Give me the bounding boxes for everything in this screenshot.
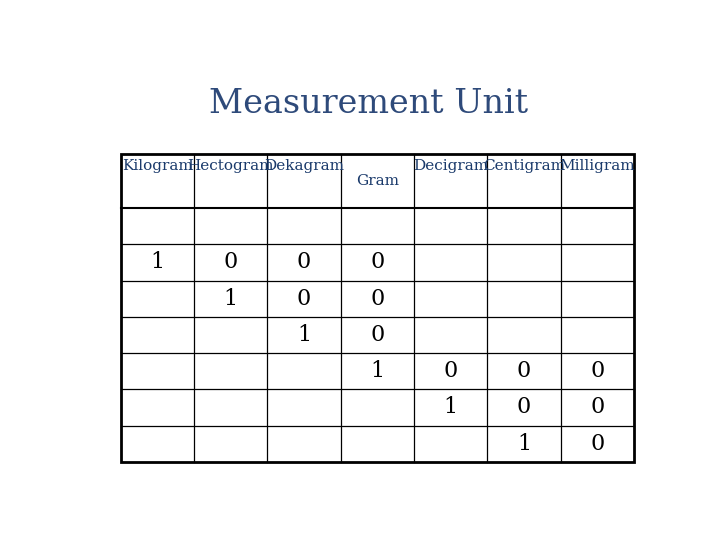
Text: 0: 0: [590, 433, 605, 455]
Text: 1: 1: [517, 433, 531, 455]
Text: Hectogram: Hectogram: [187, 159, 274, 173]
Text: 0: 0: [590, 360, 605, 382]
Text: 0: 0: [370, 252, 384, 273]
Text: Gram: Gram: [356, 174, 399, 188]
Text: Dekagram: Dekagram: [264, 159, 344, 173]
Text: Milligram: Milligram: [559, 159, 635, 173]
Text: 1: 1: [297, 324, 311, 346]
Text: 0: 0: [517, 396, 531, 419]
Text: Measurement Unit: Measurement Unit: [210, 87, 528, 120]
Bar: [121, 154, 634, 462]
Text: 1: 1: [444, 396, 458, 419]
Text: 0: 0: [297, 252, 311, 273]
Text: 0: 0: [517, 360, 531, 382]
Text: 1: 1: [150, 252, 164, 273]
Text: 0: 0: [224, 252, 238, 273]
Text: 0: 0: [444, 360, 458, 382]
Text: 0: 0: [590, 396, 605, 419]
Text: Kilogram: Kilogram: [122, 159, 193, 173]
Text: 0: 0: [370, 288, 384, 310]
Text: 0: 0: [297, 288, 311, 310]
Text: Decigram: Decigram: [413, 159, 488, 173]
Text: Centigram: Centigram: [483, 159, 565, 173]
Text: 0: 0: [370, 324, 384, 346]
Text: 1: 1: [370, 360, 384, 382]
Text: 1: 1: [224, 288, 238, 310]
